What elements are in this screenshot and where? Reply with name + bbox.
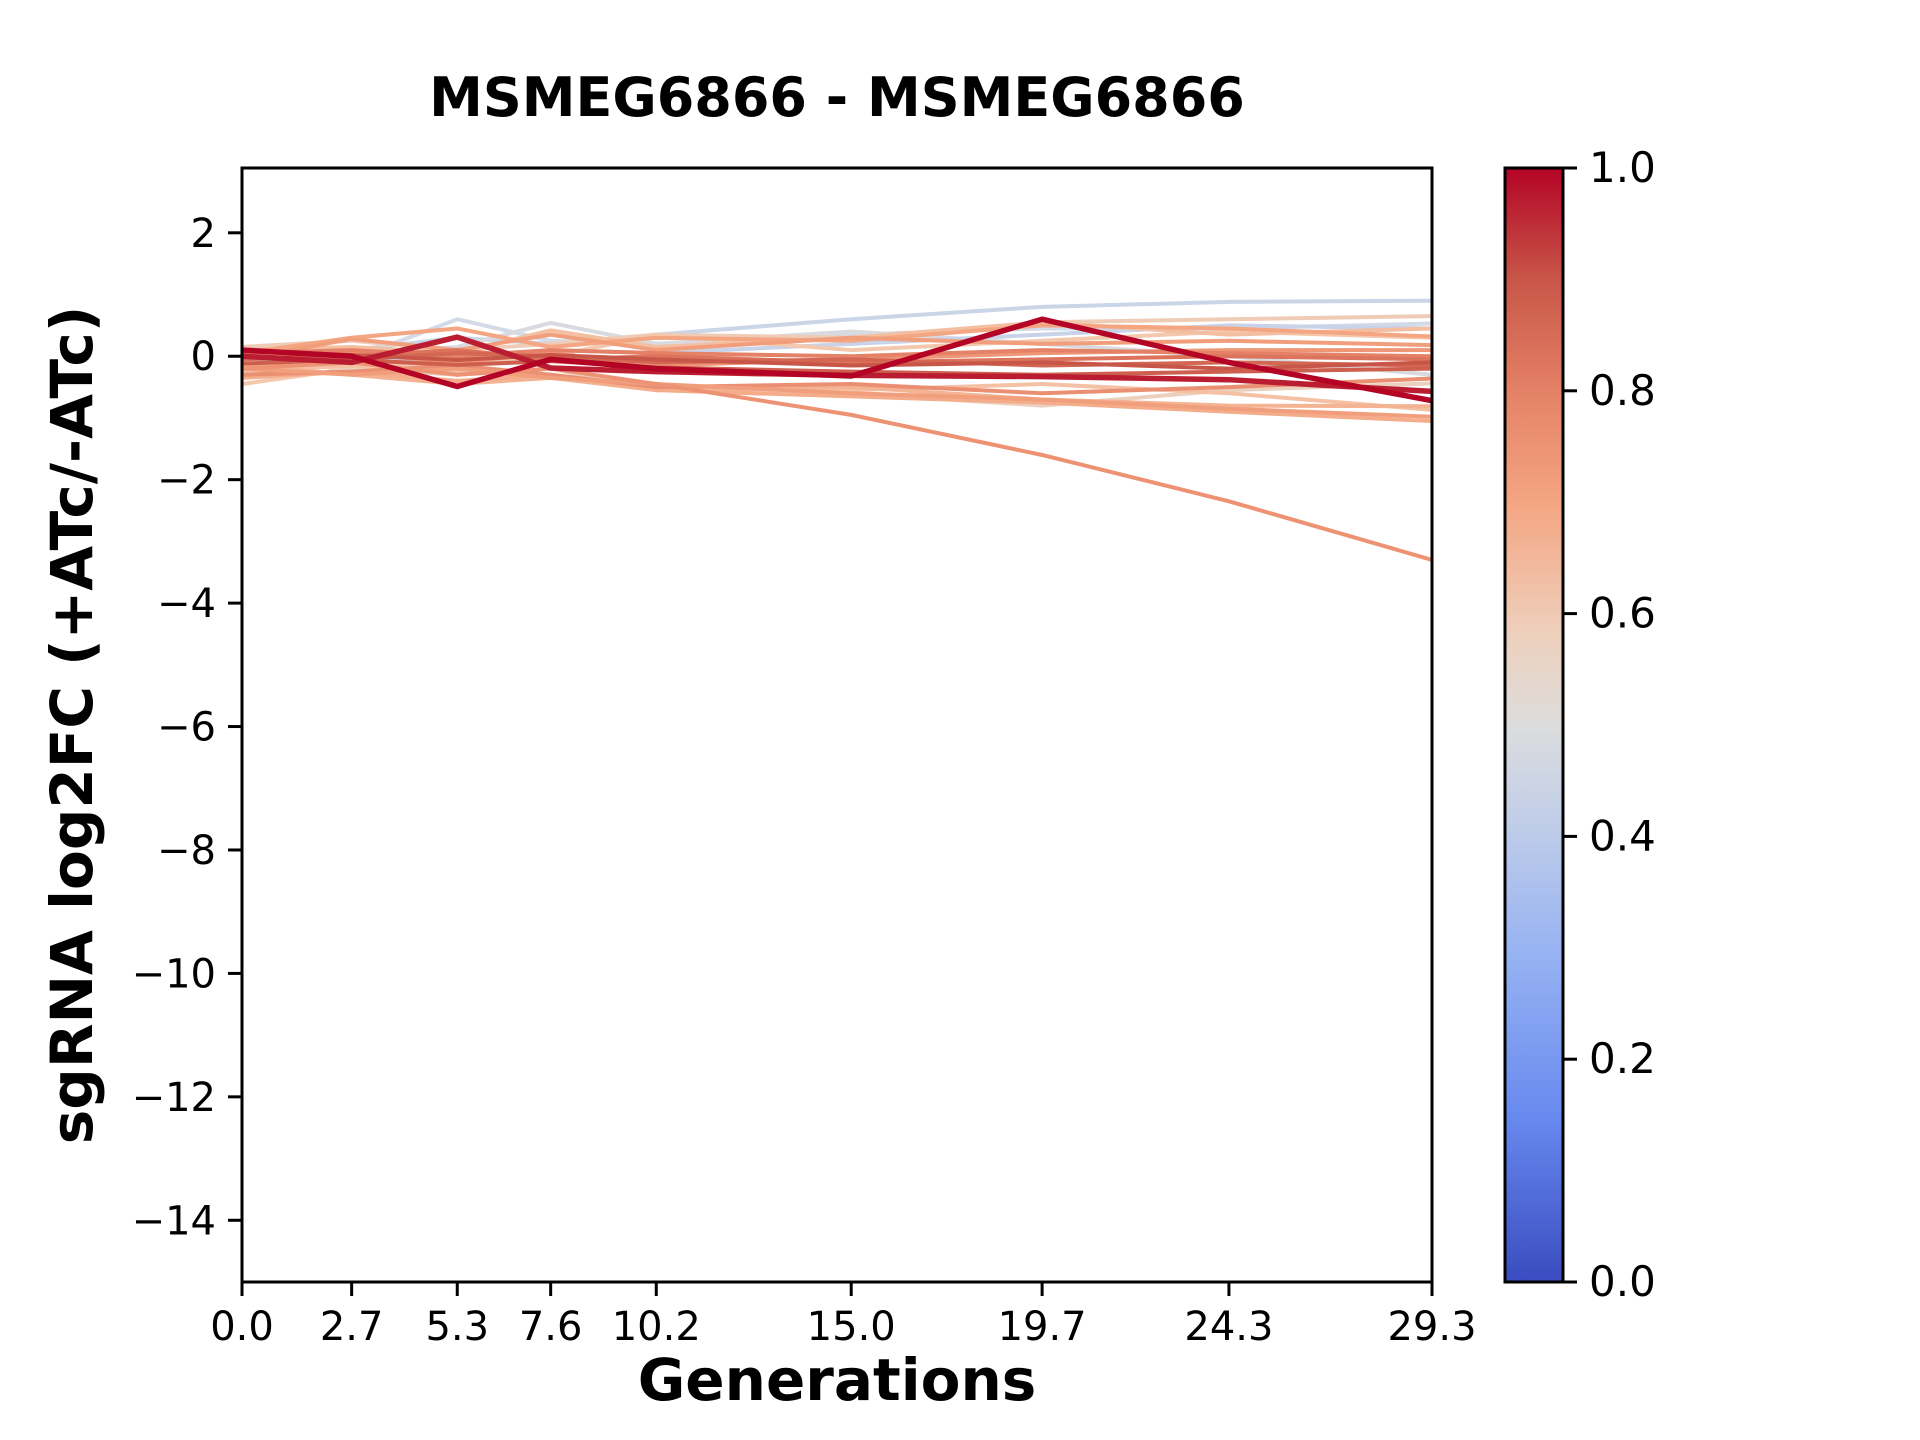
- colorbar-tick-label: 0.4: [1589, 811, 1656, 860]
- colorbar-tick-label: 1.0: [1589, 143, 1656, 192]
- x-tick-label: 15.0: [807, 1304, 896, 1350]
- colorbar-tick-label: 0.8: [1589, 366, 1656, 415]
- chart-title: MSMEG6866 - MSMEG6866: [429, 66, 1245, 129]
- colorbar: [1503, 166, 1565, 1284]
- series-line: [241, 316, 1433, 404]
- series-line: [241, 369, 1433, 424]
- x-tick-label: 29.3: [1387, 1304, 1476, 1350]
- x-tick-label: 5.3: [425, 1304, 489, 1350]
- series-line: [241, 334, 1433, 395]
- y-tick-label: −12: [132, 1075, 216, 1121]
- series-line: [241, 363, 1433, 396]
- x-tick-label: 2.7: [320, 1304, 384, 1350]
- y-tick-label: −8: [157, 828, 216, 874]
- y-tick-label: −4: [157, 581, 216, 627]
- x-tick-label: 7.6: [519, 1304, 583, 1350]
- colorbar-tick-label: 0.2: [1589, 1034, 1656, 1083]
- x-axis-label: Generations: [637, 1346, 1037, 1414]
- axes-frame: [240, 166, 1434, 1284]
- series-line: [241, 323, 1433, 356]
- series-line: [241, 320, 1433, 356]
- x-tick-label: 10.2: [612, 1304, 701, 1350]
- x-tick-label: 24.3: [1184, 1304, 1273, 1350]
- colorbar-tick-label: 0.6: [1589, 589, 1656, 638]
- y-tick-label: −6: [157, 705, 216, 751]
- y-tick-label: 2: [191, 211, 216, 257]
- y-tick-label: 0: [191, 334, 216, 380]
- x-tick-label: 19.7: [998, 1304, 1087, 1350]
- colorbar-tick-label: 0.0: [1589, 1257, 1656, 1306]
- x-tick-label: 0.0: [210, 1304, 274, 1350]
- y-tick-label: −2: [157, 458, 216, 504]
- y-tick-label: −10: [132, 951, 216, 997]
- series-line: [241, 332, 1433, 362]
- y-tick-label: −14: [132, 1198, 216, 1244]
